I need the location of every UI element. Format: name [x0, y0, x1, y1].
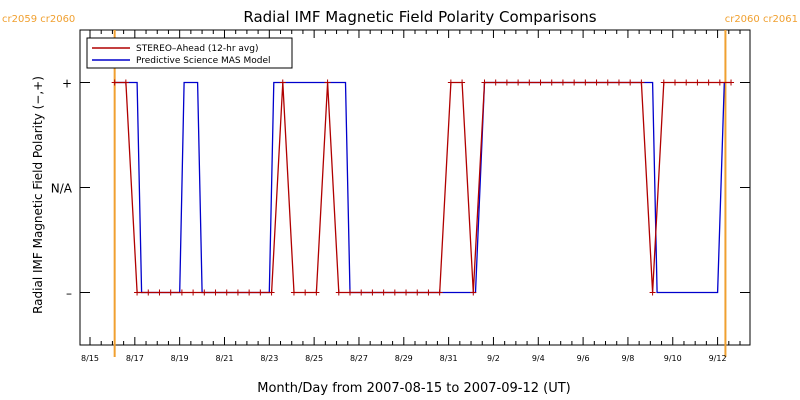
stereo-point-marker — [683, 79, 690, 86]
carrington-label: cr2060 cr2061 — [725, 14, 798, 25]
x-tick-label: 8/23 — [260, 354, 278, 363]
stereo-point-marker — [313, 289, 320, 296]
x-tick-label: 8/17 — [126, 354, 144, 363]
x-tick-label: 9/8 — [621, 354, 634, 363]
stereo-point-marker — [672, 79, 678, 86]
x-tick-label: 8/21 — [215, 354, 233, 363]
stereo-point-marker — [111, 79, 118, 86]
x-tick-label: 8/19 — [171, 354, 189, 363]
stereo-point-marker — [649, 289, 656, 296]
stereo-point-marker — [134, 289, 141, 296]
x-tick-label: 9/2 — [487, 354, 500, 363]
stereo-point-marker — [548, 79, 555, 86]
stereo-point-marker — [615, 79, 622, 86]
carrington-label: cr2059 cr2060 — [2, 14, 75, 25]
stereo-point-marker — [223, 289, 230, 296]
stereo-point-marker — [571, 79, 578, 86]
stereo-point-marker — [447, 79, 454, 86]
stereo-point-marker — [481, 79, 488, 86]
legend: STEREO–Ahead (12-hr avg) Predictive Scie… — [86, 37, 293, 69]
legend-box — [86, 37, 293, 69]
stereo-point-marker — [728, 79, 735, 86]
stereo-point-marker — [638, 79, 645, 86]
stereo-point-marker — [178, 289, 185, 296]
x-axis-label: Month/Day from 2007-08-15 to 2007-09-12 … — [257, 381, 570, 396]
x-tick-label: 8/29 — [395, 354, 413, 363]
stereo-point-marker — [369, 289, 376, 296]
y-tick-label: N/A — [51, 182, 73, 196]
stereo-point-marker — [425, 289, 432, 296]
stereo-point-marker — [515, 79, 522, 86]
stereo-point-marker — [201, 289, 208, 296]
y-axis-label: Radial IMF Magnetic Field Polarity (−,+) — [31, 76, 45, 314]
stereo-point-marker — [593, 79, 600, 86]
stereo-point-marker — [414, 289, 421, 296]
stereo-point-marker — [302, 289, 309, 296]
stereo-point-marker — [268, 289, 275, 296]
stereo-point-marker — [358, 289, 365, 296]
stereo-point-marker — [167, 289, 174, 296]
stereo-point-marker — [470, 289, 477, 296]
stereo-point-marker — [604, 79, 611, 86]
stereo-point-marker — [257, 289, 264, 296]
stereo-point-marker — [436, 289, 443, 296]
stereo-point-marker — [459, 79, 466, 86]
stereo-point-marker — [582, 79, 589, 86]
stereo-point-marker — [537, 79, 544, 86]
stereo-point-marker — [380, 289, 387, 296]
chart-title: Radial IMF Magnetic Field Polarity Compa… — [243, 8, 596, 26]
legend-label-mas: Predictive Science MAS Model — [136, 56, 271, 66]
stereo-point-marker — [391, 289, 398, 296]
x-tick-label: 9/4 — [532, 354, 545, 363]
legend-label-stereo: STEREO–Ahead (12-hr avg) — [136, 44, 258, 54]
stereo-point-marker — [290, 289, 297, 296]
stereo-point-marker — [705, 79, 712, 86]
y-tick-label: – — [66, 287, 72, 301]
x-tick-label: 8/25 — [305, 354, 323, 363]
plot-frame — [79, 29, 751, 346]
stereo-point-marker — [347, 289, 353, 296]
stereo-point-marker — [234, 289, 241, 296]
stereo-point-marker — [335, 289, 342, 296]
stereo-point-marker — [627, 79, 634, 86]
series-line-mas — [114, 81, 725, 294]
y-tick-label: + — [62, 77, 72, 91]
stereo-point-marker — [660, 79, 667, 86]
x-tick-label: 8/15 — [81, 354, 99, 363]
stereo-point-marker — [145, 289, 152, 296]
stereo-point-marker — [122, 79, 129, 86]
stereo-point-marker — [190, 289, 197, 296]
stereo-point-marker — [694, 79, 701, 86]
stereo-point-marker — [403, 289, 410, 296]
stereo-point-marker — [526, 79, 533, 86]
stereo-point-marker — [212, 289, 219, 296]
stereo-point-marker — [503, 79, 510, 86]
stereo-point-marker — [716, 79, 723, 86]
stereo-point-marker — [324, 79, 331, 86]
x-tick-label: 9/12 — [709, 354, 727, 363]
x-tick-label: 8/27 — [350, 354, 368, 363]
x-tick-label: 9/6 — [577, 354, 590, 363]
stereo-point-marker — [492, 79, 499, 86]
stereo-point-marker — [559, 79, 566, 86]
series-line-stereo — [114, 81, 731, 294]
x-tick-label: 8/31 — [440, 354, 458, 363]
x-tick-label: 9/10 — [664, 354, 682, 363]
axis-ticks: 8/15 8/17 8/19 8/21 8/23 8/25 8/27 8/29 8/31 9/2 9… — [51, 30, 750, 363]
stereo-point-marker — [279, 79, 286, 86]
stereo-point-marker — [156, 289, 163, 296]
data-series — [111, 79, 735, 296]
stereo-point-marker — [246, 289, 253, 296]
